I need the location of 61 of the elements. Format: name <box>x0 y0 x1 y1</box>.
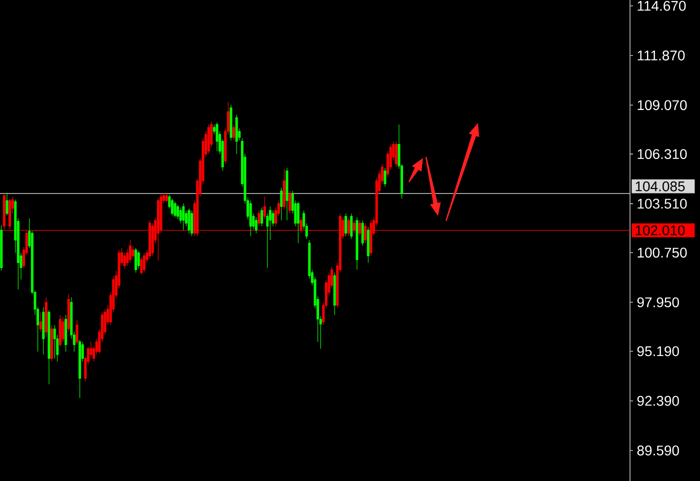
candlestick <box>190 210 194 236</box>
candlestick <box>263 196 266 220</box>
candlestick <box>260 207 264 227</box>
candlestick <box>170 198 174 216</box>
candlestick <box>67 294 70 332</box>
candlestick <box>128 240 132 264</box>
candlestick <box>44 297 48 338</box>
candlestick <box>140 256 143 275</box>
candlestick <box>258 210 260 227</box>
candlestick <box>134 248 138 273</box>
candlestick <box>366 226 370 264</box>
candlestick <box>282 168 286 210</box>
candlestick <box>230 104 232 141</box>
candlestick <box>207 124 210 154</box>
candlestick <box>6 192 8 216</box>
candlestick <box>296 201 300 244</box>
y-tick-label: 106.310 <box>638 149 687 160</box>
y-tick-label: 109.070 <box>638 100 687 110</box>
candlestick <box>50 324 54 362</box>
candlestick <box>356 217 358 270</box>
candlestick <box>64 314 68 352</box>
candlestick <box>78 340 82 398</box>
y-tick-label: 97.950 <box>637 297 679 308</box>
y-tick-label: 103.510 <box>638 198 687 209</box>
candlestick <box>165 193 168 203</box>
y-tick-label: 92.390 <box>637 396 679 406</box>
candlestick <box>137 250 140 270</box>
candlestick <box>394 141 398 168</box>
candlestick <box>370 220 372 256</box>
y-tick-label: 111.870 <box>638 50 685 60</box>
candlestick <box>254 217 258 234</box>
candlestick <box>384 168 386 187</box>
candlestick <box>286 168 288 221</box>
y-tick-label: 89.590 <box>637 446 679 456</box>
candlestick <box>174 201 176 218</box>
candlestick <box>182 203 185 230</box>
candlestick <box>48 310 50 384</box>
candlestick <box>142 252 146 273</box>
candlestick <box>42 306 45 355</box>
candlestick <box>188 208 190 234</box>
candlestick <box>216 122 218 152</box>
candlestick <box>176 204 180 220</box>
candlestick <box>333 272 336 316</box>
candlestick <box>350 213 353 240</box>
candlestick <box>53 324 56 359</box>
candlestick <box>0 225 3 272</box>
candlestick <box>58 314 62 348</box>
ref-line-label: 104.085 <box>636 181 685 192</box>
ref-line-label: 102.010 <box>636 225 685 236</box>
candlestick <box>39 312 42 332</box>
candlestick <box>288 190 292 214</box>
candlestick <box>361 220 364 246</box>
y-tick-label: 95.190 <box>637 346 679 356</box>
y-tick-label: 100.750 <box>638 248 687 258</box>
candlestick <box>232 124 236 141</box>
candlestick <box>344 213 348 236</box>
candlestick <box>235 114 238 154</box>
candlestick <box>76 320 78 345</box>
candlestick <box>249 200 252 236</box>
y-tick-label: 114.670 <box>638 0 686 11</box>
candlestick <box>280 187 283 221</box>
